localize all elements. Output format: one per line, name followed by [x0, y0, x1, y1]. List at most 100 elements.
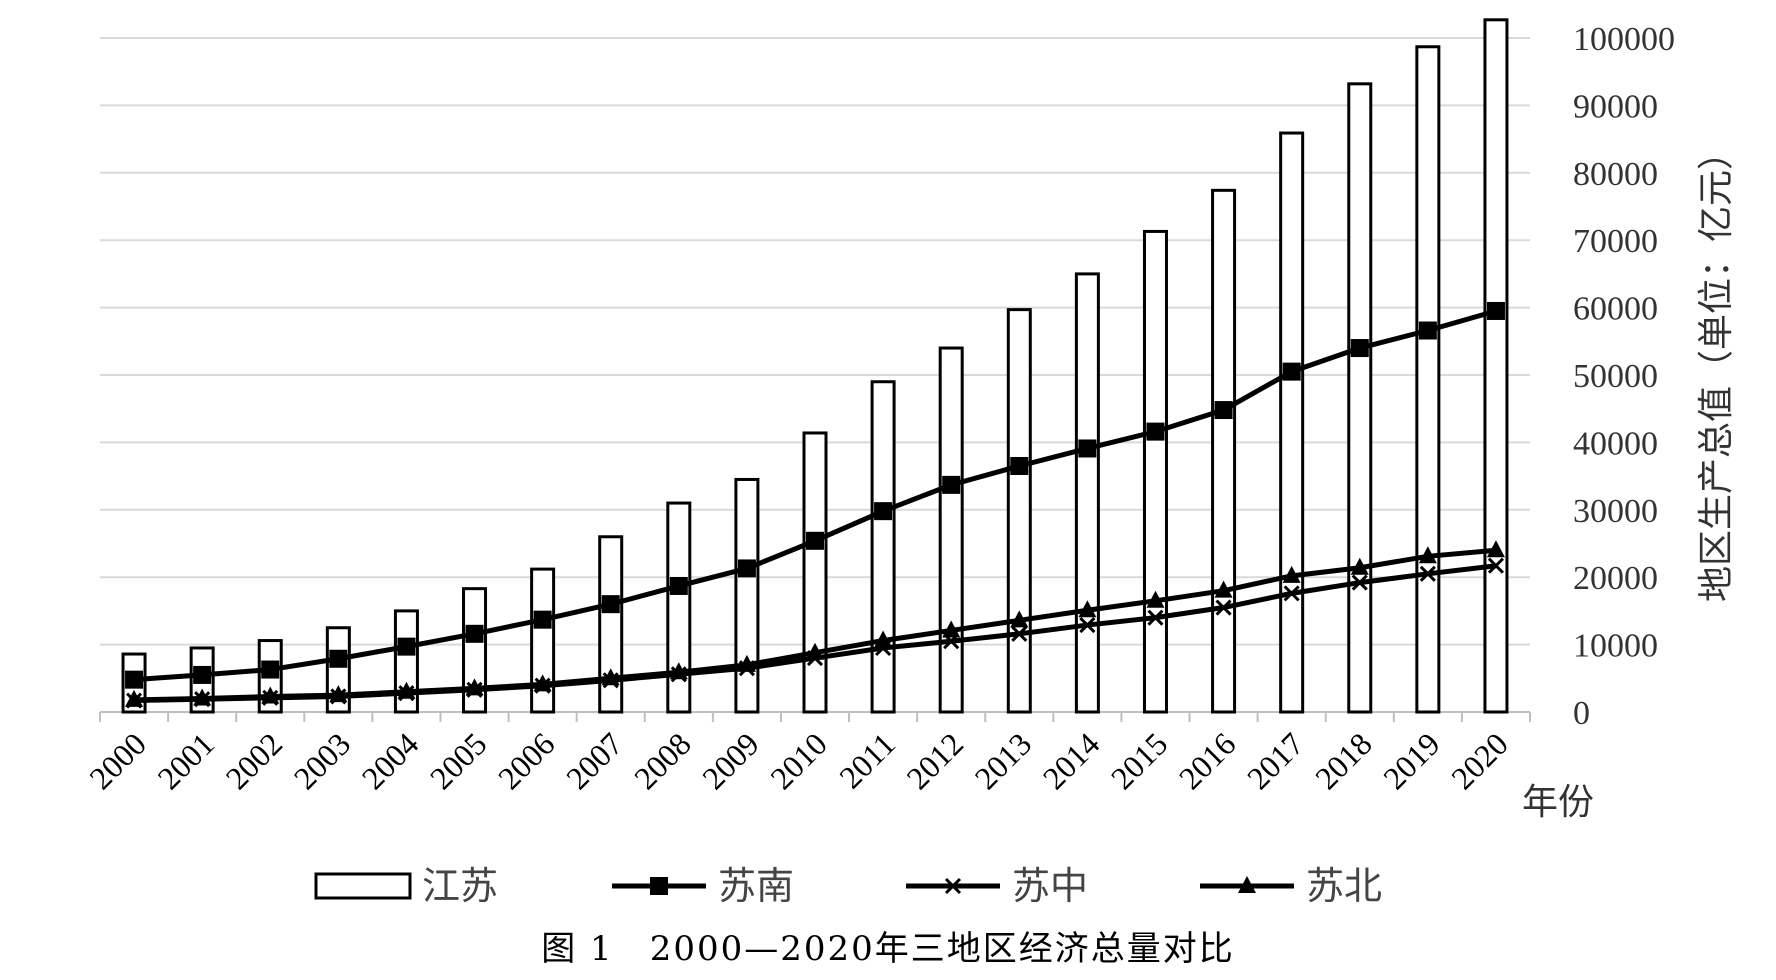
- x-tick-label-2010: 2010: [763, 725, 834, 796]
- y-tick-label-6: 60000: [1573, 291, 1658, 328]
- x-tick-label-2020: 2020: [1444, 725, 1515, 796]
- x-tick-labels: 2000200120022003200420052006200720082009…: [82, 725, 1515, 796]
- legend-swatch-0: [314, 872, 412, 900]
- bar-2009: [734, 477, 760, 714]
- point-triangle-2000: [125, 689, 144, 707]
- point-triangle-2006: [533, 674, 552, 692]
- x-tick-label-2013: 2013: [968, 725, 1039, 796]
- point-square-2003: [329, 649, 348, 668]
- x-tick-label-2018: 2018: [1308, 725, 1379, 796]
- bar-2005: [462, 587, 488, 714]
- figure-caption: 图 1 2000—2020年三地区经济总量对比: [541, 929, 1235, 969]
- y-tick-label-3: 30000: [1573, 493, 1658, 530]
- point-triangle-2002: [261, 686, 280, 704]
- y-tick-label-4: 40000: [1573, 425, 1658, 462]
- legend-label-0: 江苏: [422, 864, 498, 908]
- point-x-2013-b: [1011, 625, 1028, 642]
- y-tick-label-10: 100000: [1573, 21, 1675, 58]
- legend-item-1: 苏南: [612, 864, 794, 908]
- point-x-2014: [1079, 616, 1096, 634]
- point-triangle-2001: [193, 688, 212, 706]
- legend-label-3: 苏北: [1306, 864, 1382, 908]
- y-tick-label-9: 90000: [1573, 88, 1658, 125]
- point-square-2017: [1282, 362, 1301, 381]
- x-tick-label-2014: 2014: [1036, 725, 1107, 796]
- legend-marker-1: [650, 877, 668, 895]
- point-square-2002: [261, 660, 280, 679]
- y-tick-label-8: 80000: [1573, 156, 1658, 193]
- bar-2008: [666, 501, 692, 714]
- point-triangle-2004: [397, 681, 416, 699]
- bar-2011: [870, 380, 896, 714]
- x-tick-label-2000: 2000: [82, 725, 153, 796]
- point-x-2019: [1419, 565, 1436, 582]
- point-square-2008: [669, 576, 688, 595]
- point-triangle-2011: [874, 630, 893, 648]
- point-triangle-2007: [601, 668, 620, 686]
- bar-2013: [1006, 308, 1032, 714]
- point-x-2015-b: [1147, 609, 1164, 626]
- point-square-2012: [942, 475, 961, 494]
- bar-2015: [1142, 229, 1168, 714]
- y-tick-label-2: 20000: [1573, 560, 1658, 597]
- x-tick-label-2005: 2005: [423, 725, 494, 796]
- point-triangle-2003: [329, 685, 348, 703]
- point-square-2000: [125, 670, 144, 689]
- x-tick-label-2015: 2015: [1104, 725, 1175, 796]
- point-x-2016-b: [1215, 599, 1232, 616]
- point-square-2009: [737, 559, 756, 578]
- bar-2006: [530, 567, 556, 714]
- point-square-2015: [1146, 422, 1165, 441]
- point-triangle-2019: [1418, 546, 1437, 564]
- bars: [121, 18, 1509, 714]
- y-axis-label: 地区生产总值（单位：亿元）: [1696, 134, 1737, 602]
- bar-2007: [598, 535, 624, 714]
- point-square-2014: [1078, 439, 1097, 458]
- legend-marker-2: [944, 877, 962, 895]
- bar-2020: [1483, 18, 1509, 714]
- x-tick-label-2017: 2017: [1240, 725, 1311, 796]
- point-square-2010: [806, 531, 824, 550]
- point-square-2016: [1214, 401, 1233, 420]
- bar-2016: [1211, 188, 1237, 714]
- point-square-2001: [193, 665, 212, 684]
- point-square-2005: [465, 624, 484, 643]
- legend-item-0: 江苏: [314, 864, 498, 908]
- point-x-2014-b: [1079, 616, 1096, 634]
- y-tick-labels: 0 10000 20000 30000 40000 50000 60000 70000 8000…: [1573, 21, 1675, 732]
- point-triangle-2010: [806, 642, 824, 660]
- x-tick-label-2011: 2011: [832, 725, 902, 795]
- point-triangle-2009: [737, 654, 756, 672]
- y-tick-label-5: 50000: [1573, 358, 1658, 395]
- point-square-2019: [1418, 321, 1437, 340]
- point-square-2020: [1486, 301, 1505, 320]
- y-tick-label-0: 0: [1573, 695, 1590, 732]
- point-square-2013: [1010, 456, 1029, 475]
- point-triangle-2018: [1350, 557, 1369, 575]
- x-tick-label-2008: 2008: [627, 725, 698, 796]
- y-tick-label-7: 70000: [1573, 223, 1658, 260]
- point-square-2004: [397, 637, 416, 656]
- legend-label-2: 苏中: [1012, 864, 1088, 908]
- legend: 江苏 苏南 苏中 苏北: [314, 864, 1382, 908]
- point-triangle-2020: [1486, 540, 1505, 558]
- y-tick-label-1: 10000: [1573, 628, 1658, 665]
- legend-label-1: 苏南: [718, 864, 794, 908]
- point-x-2020-b: [1487, 557, 1505, 574]
- point-triangle-2008: [669, 662, 688, 680]
- legend-marker-3: [1238, 876, 1256, 893]
- point-x-2018-b: [1351, 574, 1368, 591]
- x-tick-label-2003: 2003: [287, 725, 358, 796]
- point-x-2015: [1147, 609, 1164, 626]
- point-x-2019-b: [1419, 565, 1436, 582]
- x-tick-label-2002: 2002: [218, 725, 289, 796]
- point-square-2007: [601, 595, 620, 614]
- x-tick-label-2009: 2009: [695, 725, 766, 796]
- legend-item-2: 苏中: [906, 864, 1088, 908]
- x-tick-label-2019: 2019: [1376, 725, 1447, 796]
- point-triangle-2017: [1282, 565, 1301, 583]
- bar-2018: [1347, 82, 1373, 714]
- point-square-2011: [874, 502, 893, 521]
